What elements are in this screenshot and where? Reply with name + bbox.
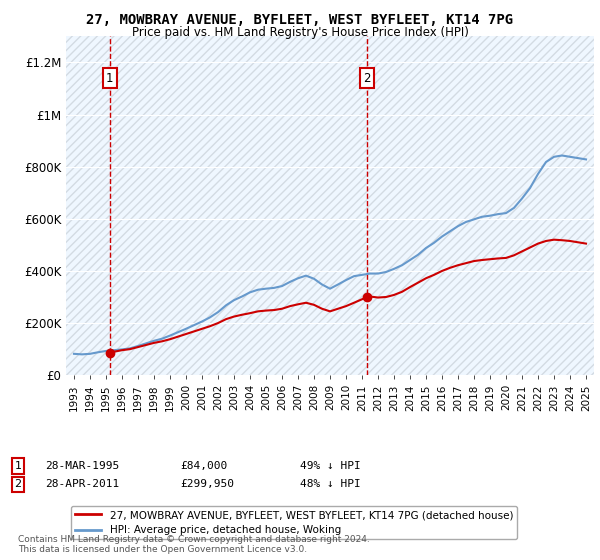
Legend: 27, MOWBRAY AVENUE, BYFLEET, WEST BYFLEET, KT14 7PG (detached house), HPI: Avera: 27, MOWBRAY AVENUE, BYFLEET, WEST BYFLEE… — [71, 506, 517, 539]
Text: 28-APR-2011: 28-APR-2011 — [45, 479, 119, 489]
Bar — [562, 36, 578, 375]
Bar — [594, 36, 600, 375]
Bar — [466, 36, 482, 375]
Bar — [530, 36, 546, 375]
Bar — [386, 36, 402, 375]
Bar — [162, 36, 178, 375]
Bar — [498, 36, 514, 375]
Text: 27, MOWBRAY AVENUE, BYFLEET, WEST BYFLEET, KT14 7PG: 27, MOWBRAY AVENUE, BYFLEET, WEST BYFLEE… — [86, 13, 514, 27]
Bar — [98, 36, 114, 375]
Bar — [402, 36, 418, 375]
Bar — [258, 36, 274, 375]
Bar — [242, 36, 258, 375]
Bar — [178, 36, 194, 375]
Text: 49% ↓ HPI: 49% ↓ HPI — [300, 461, 361, 471]
Bar — [354, 36, 370, 375]
Bar — [290, 36, 306, 375]
Bar — [370, 36, 386, 375]
Bar — [114, 36, 130, 375]
Bar — [274, 36, 290, 375]
Bar — [210, 36, 226, 375]
Bar — [226, 36, 242, 375]
Text: 48% ↓ HPI: 48% ↓ HPI — [300, 479, 361, 489]
Bar — [578, 36, 594, 375]
Bar — [482, 36, 498, 375]
Bar — [322, 36, 338, 375]
Text: 1: 1 — [14, 461, 22, 471]
Text: £299,950: £299,950 — [180, 479, 234, 489]
Text: 2: 2 — [364, 72, 371, 85]
Bar — [306, 36, 322, 375]
Text: Contains HM Land Registry data © Crown copyright and database right 2024.
This d: Contains HM Land Registry data © Crown c… — [18, 535, 370, 554]
Bar — [130, 36, 146, 375]
Bar — [66, 36, 82, 375]
Text: 28-MAR-1995: 28-MAR-1995 — [45, 461, 119, 471]
Text: £84,000: £84,000 — [180, 461, 227, 471]
Text: 1: 1 — [106, 72, 113, 85]
Bar — [338, 36, 354, 375]
Bar — [514, 36, 530, 375]
Bar — [546, 36, 562, 375]
Bar — [418, 36, 434, 375]
Text: 2: 2 — [14, 479, 22, 489]
Bar — [450, 36, 466, 375]
Bar — [434, 36, 450, 375]
Text: Price paid vs. HM Land Registry's House Price Index (HPI): Price paid vs. HM Land Registry's House … — [131, 26, 469, 39]
Bar — [146, 36, 162, 375]
Bar — [194, 36, 210, 375]
Bar — [82, 36, 98, 375]
